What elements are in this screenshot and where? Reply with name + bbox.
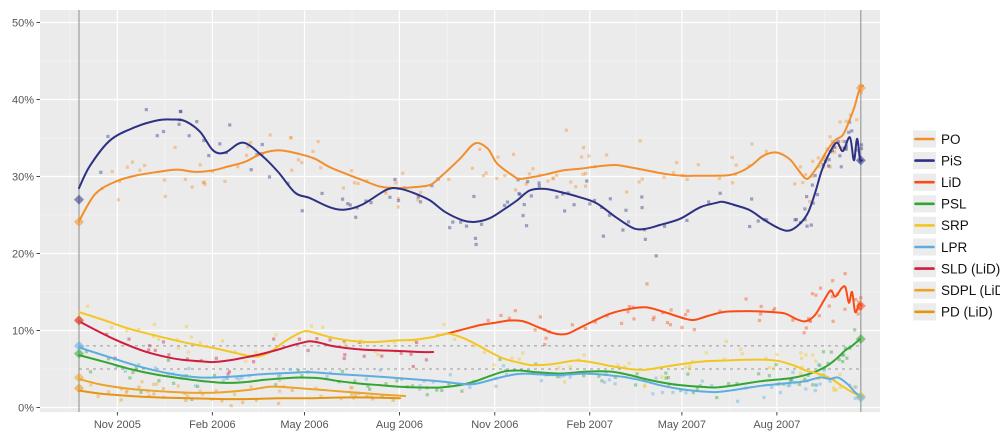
legend-label-pis: PiS <box>941 153 962 168</box>
minor-gridlines <box>40 10 880 412</box>
y-tick-label: 10% <box>12 325 34 337</box>
election-result-marker-psl <box>855 333 866 344</box>
legend-item-sdpl-lid: SDPL (LiD) <box>913 281 1000 299</box>
legend-label-lpr: LPR <box>941 240 968 255</box>
legend-item-sld-lid: SLD (LiD) <box>913 260 1000 278</box>
election-result-marker-lid <box>855 300 866 311</box>
election-result-marker-psl <box>74 348 84 359</box>
election-result-marker-lpr <box>74 340 84 351</box>
x-tick-label: Feb 2007 <box>567 419 613 431</box>
election-result-marker-po <box>855 82 866 93</box>
x-tick-label: Aug 2006 <box>376 419 423 431</box>
election-result-marker-pd-lid <box>74 383 84 394</box>
trend-line-psl <box>78 337 861 389</box>
y-tick-label: 50% <box>12 17 34 29</box>
legend-label-pd-lid: PD (LiD) <box>941 305 993 320</box>
x-tick-label: Nov 2006 <box>471 419 518 431</box>
legend-item-po: PO <box>913 130 961 148</box>
trend-line-sdpl-lid <box>78 378 407 397</box>
trend-line-lid <box>435 285 863 337</box>
legend-item-lid: LiD <box>913 173 962 191</box>
chart-legend: PO PiS LiD PSL SRP LPR SLD (LiD) SDPL (LiD) PD (… <box>913 130 1000 321</box>
legend-label-srp: SRP <box>941 218 969 233</box>
legend-label-po: PO <box>941 132 961 147</box>
election-result-marker-pis <box>855 155 866 166</box>
legend-label-sld-lid: SLD (LiD) <box>941 261 1000 276</box>
y-tick-label: 0% <box>18 402 34 414</box>
major-gridlines <box>40 10 880 412</box>
x-tick-label: May 2007 <box>658 419 706 431</box>
y-tick-label: 40% <box>12 94 34 106</box>
election-result-marker-sdpl-lid <box>74 372 84 383</box>
x-tick-label: May 2006 <box>280 419 328 431</box>
trend-line-srp <box>78 311 862 397</box>
legend-label-sdpl-lid: SDPL (LiD) <box>941 283 1000 298</box>
election-result-marker-sld-lid <box>74 315 84 326</box>
x-tick-label: Feb 2006 <box>189 419 235 431</box>
legend-item-psl: PSL <box>913 195 967 213</box>
y-tick-label: 20% <box>12 248 34 260</box>
election-result-marker-lpr <box>855 392 866 403</box>
axes: 0% 10% 20% 30% 40% 50% Nov 2005 Feb 2006 May 200… <box>12 17 800 431</box>
legend-item-srp: SRP <box>913 216 969 234</box>
trend-line-sld-lid <box>78 320 435 364</box>
trend-line-pis <box>78 118 864 232</box>
legend-item-pis: PiS <box>913 152 962 170</box>
trend-line-po <box>78 84 865 223</box>
legend-label-lid: LiD <box>941 175 962 190</box>
legend-item-lpr: LPR <box>913 238 968 256</box>
trend-line-lpr <box>78 346 862 398</box>
legend-item-pd-lid: PD (LiD) <box>913 303 993 321</box>
plot-panel <box>40 10 880 412</box>
trend-line-pd-lid <box>78 389 402 401</box>
x-tick-label: Aug 2007 <box>753 419 800 431</box>
election-result-marker-po <box>74 216 84 227</box>
legend-label-psl: PSL <box>941 197 967 212</box>
x-tick-label: Nov 2005 <box>94 419 141 431</box>
y-tick-label: 30% <box>12 171 34 183</box>
election-result-marker-pis <box>74 194 84 205</box>
